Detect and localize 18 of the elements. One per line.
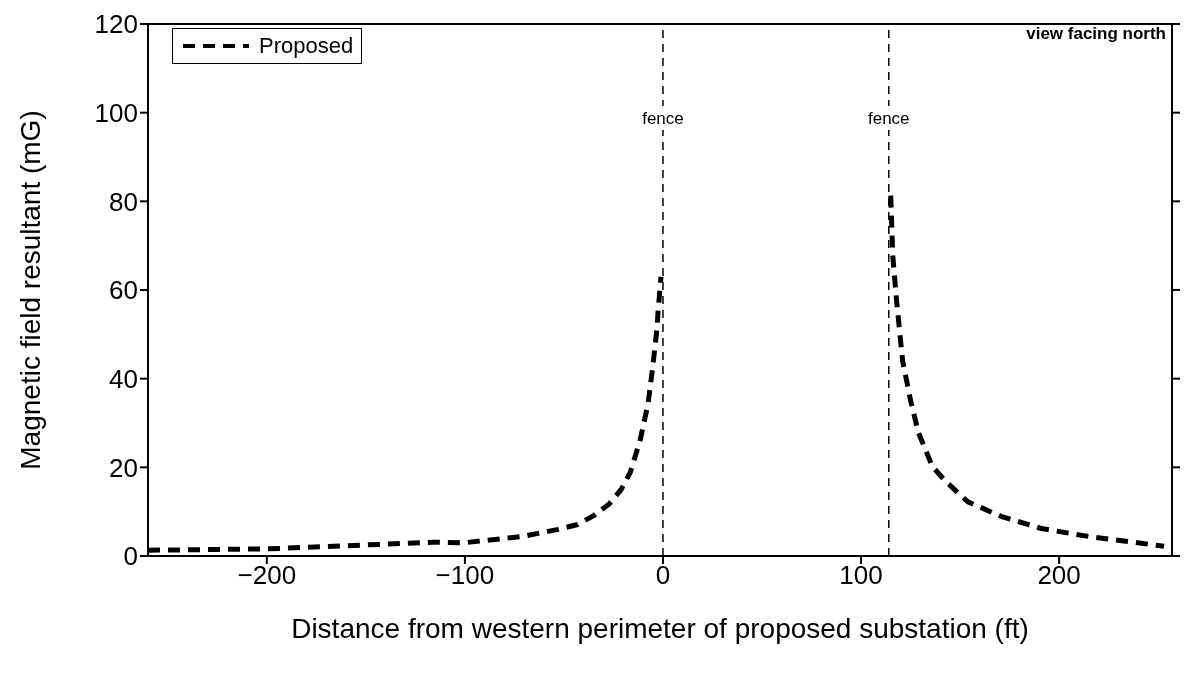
ref-line-label: fence — [642, 109, 684, 128]
y-tick-label: 80 — [109, 186, 138, 217]
x-tick-label: −200 — [237, 560, 297, 591]
y-axis-title: Magnetic field resultant (mG) — [14, 110, 46, 470]
x-tick-label: 100 — [839, 560, 883, 591]
x-tick-label: −100 — [435, 560, 495, 591]
y-tick-label: 40 — [109, 363, 138, 394]
annotation: view facing north — [1026, 24, 1166, 44]
x-tick-label: 200 — [1037, 560, 1081, 591]
legend-label: Proposed — [259, 33, 354, 59]
ref-line-label: fence — [867, 109, 910, 128]
y-tick-label: 60 — [109, 275, 138, 306]
y-tick-label: 100 — [94, 97, 138, 128]
y-tick-label: 120 — [94, 9, 138, 40]
x-tick-label: 0 — [655, 560, 671, 591]
y-tick-label: 0 — [123, 541, 138, 572]
y-tick-label: 20 — [109, 452, 138, 483]
x-axis-title: Distance from western perimeter of proposed substation (ft) — [291, 613, 1029, 644]
